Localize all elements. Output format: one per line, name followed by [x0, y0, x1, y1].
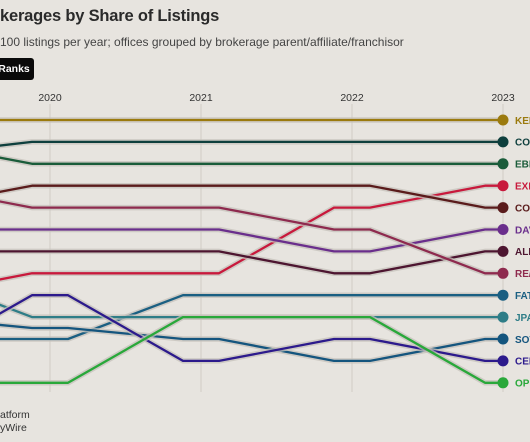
series-endpoint-com[interactable]: [497, 136, 509, 148]
series-line-dav[interactable]: [0, 228, 505, 253]
series-label-sot: SOT: [515, 335, 530, 346]
series-label-col: COL: [515, 203, 530, 214]
series-endpoint-cen[interactable]: [497, 355, 509, 367]
series-label-ope: OPE: [515, 379, 530, 390]
series-endpoint-ebb[interactable]: [497, 158, 509, 170]
ranks-toggle-button[interactable]: Ranks: [0, 58, 34, 80]
series-line-fat[interactable]: [0, 294, 505, 341]
series-line-ope[interactable]: [0, 315, 505, 384]
series-endpoint-rei[interactable]: [497, 267, 509, 279]
series-endpoint-fat[interactable]: [497, 289, 509, 301]
series-halo-ebb: [0, 154, 506, 167]
series-endpoint-ope[interactable]: [497, 377, 509, 389]
series-lines: [0, 117, 506, 386]
series-label-jpa: JPA: [515, 313, 530, 324]
chart-title: kerages by Share of Listings: [0, 7, 220, 25]
series-endpoint-col[interactable]: [497, 202, 509, 214]
series-endpoint-kel[interactable]: [497, 114, 509, 126]
series-line-all[interactable]: [0, 250, 505, 275]
series-line-ebb[interactable]: [0, 142, 505, 165]
series-label-rei: RE/I: [515, 269, 530, 280]
series-line-col[interactable]: [0, 184, 505, 209]
series-line-rei[interactable]: [0, 186, 505, 275]
series-line-cen[interactable]: [0, 294, 505, 363]
series-label-exp: EXP: [515, 182, 530, 193]
series-label-fat: FAT: [515, 291, 530, 302]
series-halo-com: [0, 139, 506, 149]
chart-subtitle: 100 listings per year; offices grouped b…: [0, 35, 404, 49]
x-tick-2022: 2022: [340, 92, 364, 104]
series-endpoint-jpa[interactable]: [497, 311, 509, 323]
x-axis-ticks: 2020 2021 2022 2023: [38, 92, 515, 104]
x-tick-2021: 2021: [189, 92, 213, 104]
series-endpoints: KEL COM EBB EXP COL DAV ALL RE/I FAT JPA SOT CEN OPE: [497, 114, 530, 390]
series-line-sot[interactable]: [0, 317, 505, 363]
series-label-com: COM: [515, 138, 530, 149]
x-tick-2023: 2023: [491, 92, 515, 104]
source-note-line-1: atform: [0, 409, 30, 421]
series-endpoint-exp[interactable]: [497, 180, 509, 192]
series-line-exp[interactable]: [0, 184, 505, 296]
series-label-ebb: EBB: [515, 160, 530, 171]
series-endpoint-sot[interactable]: [497, 333, 509, 345]
series-label-dav: DAV: [515, 225, 530, 236]
x-tick-2020: 2020: [38, 92, 62, 104]
series-endpoint-dav[interactable]: [497, 224, 509, 235]
source-note-line-2: yWire: [0, 422, 27, 434]
series-label-cen: CEN: [515, 357, 530, 368]
series-label-kel: KEL: [515, 116, 530, 127]
series-line-com[interactable]: [0, 140, 505, 155]
series-label-all: ALL: [515, 247, 530, 258]
series-endpoint-all[interactable]: [497, 245, 509, 257]
